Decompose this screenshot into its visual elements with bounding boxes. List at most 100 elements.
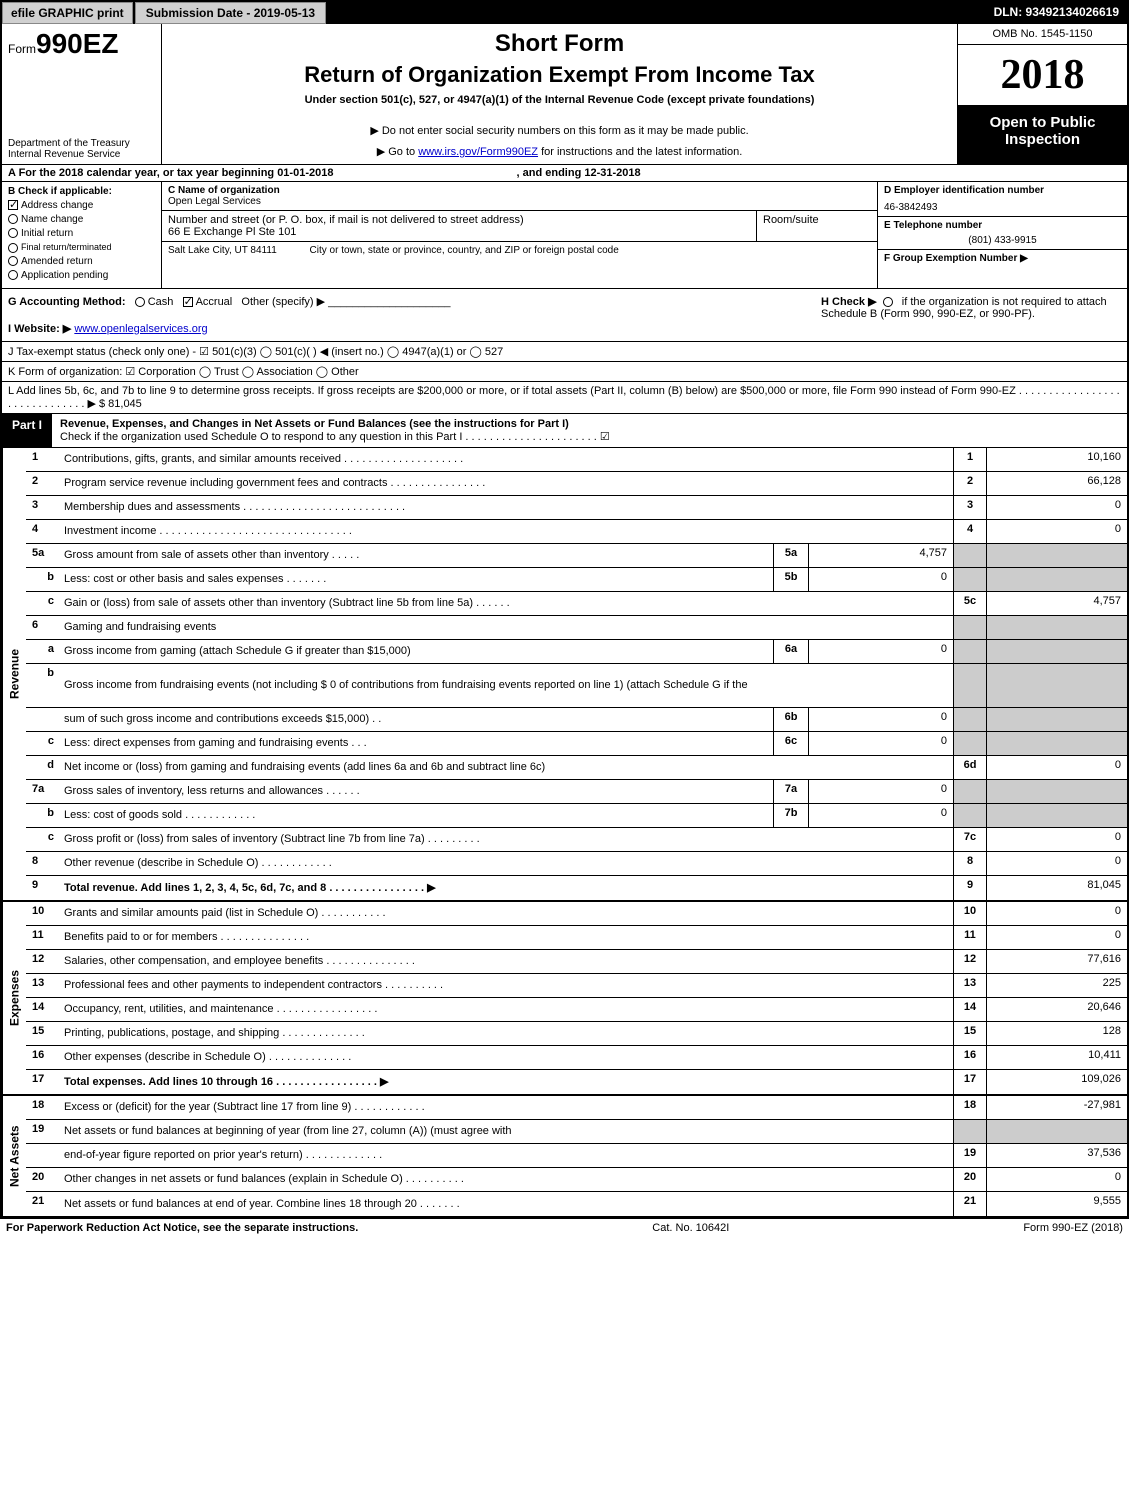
city-cell: Salt Lake City, UT 84111 City or town, s… [162, 242, 877, 259]
line-rval: 77,616 [987, 950, 1127, 973]
line-rnum: 18 [953, 1096, 987, 1119]
col-c-org-info: C Name of organization Open Legal Servic… [162, 182, 877, 288]
line-5b: bLess: cost or other basis and sales exp… [26, 568, 1127, 592]
line-1: 1Contributions, gifts, grants, and simil… [26, 448, 1127, 472]
line-rval: 0 [987, 902, 1127, 925]
g-label: G Accounting Method: [8, 296, 126, 308]
e-label: E Telephone number [884, 220, 1121, 231]
check-final-return[interactable]: Final return/terminated [8, 242, 155, 253]
header-left: Form990EZ Department of the Treasury Int… [2, 24, 162, 164]
website-link[interactable]: www.openlegalservices.org [74, 323, 207, 335]
header-right: OMB No. 1545-1150 2018 Open to Public In… [957, 24, 1127, 164]
mid-val: 0 [809, 708, 953, 731]
check-amended[interactable]: Amended return [8, 256, 155, 267]
mid-val: 0 [809, 640, 953, 663]
line-rval: -27,981 [987, 1096, 1127, 1119]
omb-number: OMB No. 1545-1150 [958, 24, 1127, 45]
check-label: Name change [21, 214, 83, 225]
netassets-side-label: Net Assets [2, 1096, 26, 1216]
mid-val: 0 [809, 780, 953, 803]
line-10: 10Grants and similar amounts paid (list … [26, 902, 1127, 926]
ssn-note: ▶ Do not enter social security numbers o… [168, 124, 951, 137]
line-desc: Net assets or fund balances at beginning… [60, 1120, 953, 1143]
line-rnum: 17 [953, 1070, 987, 1094]
line-rnum: 2 [953, 472, 987, 495]
check-app-pending[interactable]: Application pending [8, 270, 155, 281]
line-6c: cLess: direct expenses from gaming and f… [26, 732, 1127, 756]
line-rval: 225 [987, 974, 1127, 997]
line-12: 12Salaries, other compensation, and empl… [26, 950, 1127, 974]
mid-num: 5a [773, 544, 809, 567]
f-group-cell: F Group Exemption Number ▶ [878, 250, 1127, 288]
radio-icon [8, 228, 18, 238]
mid-val: 0 [809, 732, 953, 755]
line-3: 3Membership dues and assessments . . . .… [26, 496, 1127, 520]
shade-cell [953, 804, 987, 827]
submission-date-label: Submission Date - 2019-05-13 [135, 2, 326, 24]
short-form-title: Short Form [168, 30, 951, 58]
shade-cell [953, 568, 987, 591]
line-desc: Benefits paid to or for members . . . . … [60, 926, 953, 949]
efile-print-button[interactable]: efile GRAPHIC print [2, 2, 133, 24]
city-val: Salt Lake City, UT 84111 [168, 245, 277, 256]
line-rnum: 5c [953, 592, 987, 615]
org-name: Open Legal Services [168, 196, 871, 207]
shade-cell [953, 544, 987, 567]
radio-icon[interactable] [883, 297, 893, 307]
shade-cell [987, 732, 1127, 755]
line-desc: Less: cost or other basis and sales expe… [60, 568, 773, 591]
e-value: (801) 433-9915 [884, 235, 1121, 246]
open-to-public: Open to Public Inspection [958, 106, 1127, 164]
line-7b: bLess: cost of goods sold . . . . . . . … [26, 804, 1127, 828]
tax-year: 2018 [958, 45, 1127, 106]
line-rval: 37,536 [987, 1144, 1127, 1167]
line-6d: dNet income or (loss) from gaming and fu… [26, 756, 1127, 780]
line-desc: Other revenue (describe in Schedule O) .… [60, 852, 953, 875]
footer-mid: Cat. No. 10642I [652, 1222, 729, 1234]
line-desc: Other changes in net assets or fund bala… [60, 1168, 953, 1191]
check-label: Address change [21, 200, 93, 211]
g-accounting: G Accounting Method: Cash Accrual Other … [8, 295, 821, 335]
line-desc: end-of-year figure reported on prior yea… [60, 1144, 953, 1167]
line-rnum: 13 [953, 974, 987, 997]
line-desc: Total expenses. Add lines 10 through 16 … [60, 1070, 953, 1094]
return-title: Return of Organization Exempt From Incom… [168, 62, 951, 88]
row-a-begin: A For the 2018 calendar year, or tax yea… [8, 167, 333, 179]
part-i-label: Part I [2, 414, 52, 447]
addr-label: Number and street (or P. O. box, if mail… [168, 214, 750, 226]
line-rnum: 15 [953, 1022, 987, 1045]
col-b-checkboxes: B Check if applicable: Address change Na… [2, 182, 162, 288]
check-name-change[interactable]: Name change [8, 214, 155, 225]
irs-link[interactable]: www.irs.gov/Form990EZ [418, 146, 538, 158]
line-desc: Gain or (loss) from sale of assets other… [60, 592, 953, 615]
line-desc: Contributions, gifts, grants, and simila… [60, 448, 953, 471]
row-k-form-org: K Form of organization: ☑ Corporation ◯ … [2, 362, 1127, 382]
expenses-lines: 10Grants and similar amounts paid (list … [26, 902, 1127, 1094]
line-rnum: 3 [953, 496, 987, 519]
d-label: D Employer identification number [884, 185, 1121, 196]
line-desc: Membership dues and assessments . . . . … [60, 496, 953, 519]
line-rval: 0 [987, 1168, 1127, 1191]
line-desc: Professional fees and other payments to … [60, 974, 953, 997]
check-initial-return[interactable]: Initial return [8, 228, 155, 239]
mid-num: 7b [773, 804, 809, 827]
radio-icon [8, 214, 18, 224]
mid-num: 7a [773, 780, 809, 803]
check-address-change[interactable]: Address change [8, 200, 155, 211]
address-row: Number and street (or P. O. box, if mail… [162, 211, 877, 242]
shade-cell [987, 544, 1127, 567]
line-desc: Investment income . . . . . . . . . . . … [60, 520, 953, 543]
line-rval: 4,757 [987, 592, 1127, 615]
part-i-desc-text: Revenue, Expenses, and Changes in Net As… [60, 418, 569, 430]
line-rnum: 8 [953, 852, 987, 875]
line-16: 16Other expenses (describe in Schedule O… [26, 1046, 1127, 1070]
radio-icon[interactable] [135, 297, 145, 307]
line-rnum: 19 [953, 1144, 987, 1167]
checkbox-icon[interactable] [183, 297, 193, 307]
line-desc: Occupancy, rent, utilities, and maintena… [60, 998, 953, 1021]
line-2: 2Program service revenue including gover… [26, 472, 1127, 496]
line-rval: 0 [987, 520, 1127, 543]
shade-cell [987, 1120, 1127, 1143]
line-4: 4Investment income . . . . . . . . . . .… [26, 520, 1127, 544]
line-desc: Printing, publications, postage, and shi… [60, 1022, 953, 1045]
